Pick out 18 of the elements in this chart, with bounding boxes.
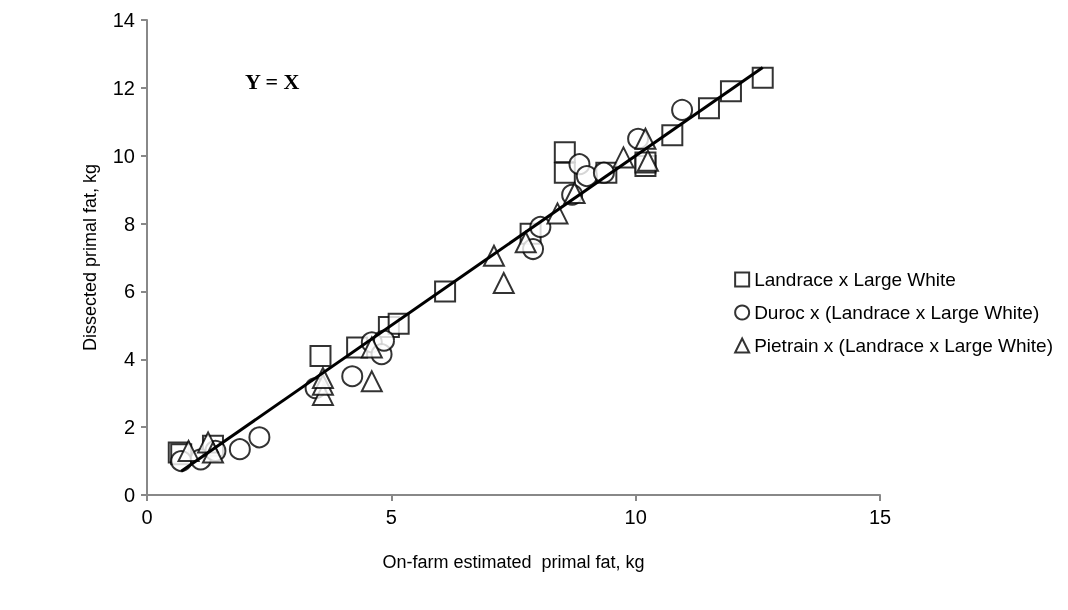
legend-label: Duroc x (Landrace x Large White) [754,302,1040,323]
y-tick-label: 2 [123,416,135,439]
y-tick-label: 0 [123,484,135,506]
y-axis-title: Dissected primal fat, kg [80,163,100,352]
y-tick-label: 12 [112,76,135,99]
x-axis-title: On-farm estimated primal fat, kg [382,552,645,572]
y-tick-label: 10 [112,144,135,167]
y-tick-label: 14 [112,9,135,31]
x-tick-label: 10 [624,506,647,528]
legend-label: Landrace x Large White [754,269,956,290]
annotation: Y = X [245,68,300,94]
y-tick-label: 6 [123,280,135,303]
legend-label: Pietrain x (Landrace x Large White) [754,335,1054,356]
x-tick-label: 0 [141,506,153,528]
x-tick-label: 15 [868,506,892,528]
x-tick-label: 5 [385,506,397,528]
y-tick-label: 8 [123,212,135,235]
y-tick-label: 4 [123,348,135,371]
